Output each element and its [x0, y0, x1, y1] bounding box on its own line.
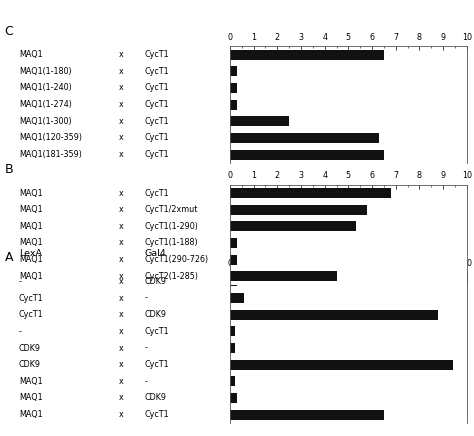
Bar — [230, 310, 438, 320]
Text: CycT1: CycT1 — [145, 150, 169, 159]
Text: x: x — [118, 293, 123, 303]
Text: B: B — [5, 163, 13, 176]
Text: x: x — [118, 50, 123, 59]
Text: x: x — [118, 272, 123, 281]
Text: x: x — [118, 205, 123, 214]
Text: CycT1(1-188): CycT1(1-188) — [145, 238, 198, 248]
Text: x: x — [118, 150, 123, 159]
Text: MAQ1: MAQ1 — [19, 222, 43, 231]
Text: CycT1: CycT1 — [145, 117, 169, 126]
Text: CycT1: CycT1 — [145, 100, 169, 109]
Bar — [230, 116, 289, 126]
Text: -: - — [19, 327, 22, 336]
Bar — [230, 66, 237, 76]
Text: CycT1: CycT1 — [19, 293, 44, 303]
Text: -: - — [145, 293, 147, 303]
Text: LexA: LexA — [19, 249, 42, 258]
Text: CycT1: CycT1 — [145, 50, 169, 59]
Text: x: x — [118, 117, 123, 126]
Bar — [230, 133, 379, 143]
Text: CycT1: CycT1 — [145, 327, 169, 336]
Text: x: x — [118, 327, 123, 336]
Bar — [230, 276, 237, 286]
Text: MAQ1: MAQ1 — [19, 238, 43, 248]
Bar — [230, 50, 384, 60]
Text: x: x — [118, 133, 123, 143]
Text: CycT1(1-290): CycT1(1-290) — [145, 222, 199, 231]
Text: MAQ1: MAQ1 — [19, 255, 43, 264]
Text: -: - — [145, 377, 147, 386]
Bar — [230, 204, 367, 215]
Bar — [230, 100, 237, 109]
Text: CycT1/2xmut: CycT1/2xmut — [145, 205, 198, 214]
Bar — [230, 293, 244, 303]
Text: x: x — [118, 277, 123, 286]
Text: CycT1: CycT1 — [145, 188, 169, 198]
Text: x: x — [118, 67, 123, 76]
Text: CycT1: CycT1 — [145, 360, 169, 369]
Bar — [230, 393, 237, 403]
Bar — [230, 83, 237, 93]
Text: CDK9: CDK9 — [19, 360, 41, 369]
Text: x: x — [118, 360, 123, 369]
Text: MAQ1: MAQ1 — [19, 377, 43, 386]
Text: MAQ1: MAQ1 — [19, 393, 43, 402]
Text: CycT1: CycT1 — [145, 83, 169, 92]
Text: CDK9: CDK9 — [145, 393, 166, 402]
Text: x: x — [118, 100, 123, 109]
Text: CycT2(1-285): CycT2(1-285) — [145, 272, 199, 281]
Text: x: x — [118, 255, 123, 264]
Text: x: x — [118, 344, 123, 353]
Text: MAQ1(1-300): MAQ1(1-300) — [19, 117, 72, 126]
Bar — [230, 150, 384, 160]
Bar — [230, 271, 337, 281]
Text: CycT1: CycT1 — [145, 133, 169, 143]
Text: x: x — [118, 410, 123, 419]
Bar — [230, 409, 384, 419]
Text: x: x — [118, 222, 123, 231]
Text: -: - — [19, 277, 22, 286]
Bar — [230, 188, 391, 198]
X-axis label: β-galactosidase activity, a.u.: β-galactosidase activity, a.u. — [280, 233, 417, 242]
Text: MAQ1(1-180): MAQ1(1-180) — [19, 67, 72, 76]
Bar — [230, 360, 453, 370]
Text: CDK9: CDK9 — [145, 310, 166, 319]
Text: MAQ1(1-274): MAQ1(1-274) — [19, 100, 72, 109]
Text: x: x — [118, 238, 123, 248]
Text: C: C — [5, 25, 13, 37]
Text: MAQ1: MAQ1 — [19, 205, 43, 214]
Text: MAQ1(181-359): MAQ1(181-359) — [19, 150, 82, 159]
Text: x: x — [118, 377, 123, 386]
Text: CycT1(290-726): CycT1(290-726) — [145, 255, 209, 264]
Text: -: - — [145, 344, 147, 353]
Bar — [230, 343, 235, 353]
Text: MAQ1(120-359): MAQ1(120-359) — [19, 133, 82, 143]
Text: MAQ1(1-240): MAQ1(1-240) — [19, 83, 72, 92]
Text: MAQ1: MAQ1 — [19, 272, 43, 281]
Text: MAQ1: MAQ1 — [19, 50, 43, 59]
Text: CycT1: CycT1 — [145, 410, 169, 419]
Bar — [230, 327, 235, 336]
Text: x: x — [118, 83, 123, 92]
Text: x: x — [118, 310, 123, 319]
Text: A: A — [5, 252, 13, 264]
Text: MAQ1: MAQ1 — [19, 188, 43, 198]
Text: CycT1: CycT1 — [145, 67, 169, 76]
Text: x: x — [118, 393, 123, 402]
Text: CDK9: CDK9 — [145, 277, 166, 286]
Text: CycT1: CycT1 — [19, 310, 44, 319]
Text: x: x — [118, 188, 123, 198]
Bar — [230, 221, 356, 232]
Text: Gal4: Gal4 — [145, 249, 166, 258]
Text: MAQ1: MAQ1 — [19, 410, 43, 419]
Bar — [230, 238, 237, 248]
Bar — [230, 255, 237, 265]
Text: CDK9: CDK9 — [19, 344, 41, 353]
Bar — [230, 376, 235, 386]
